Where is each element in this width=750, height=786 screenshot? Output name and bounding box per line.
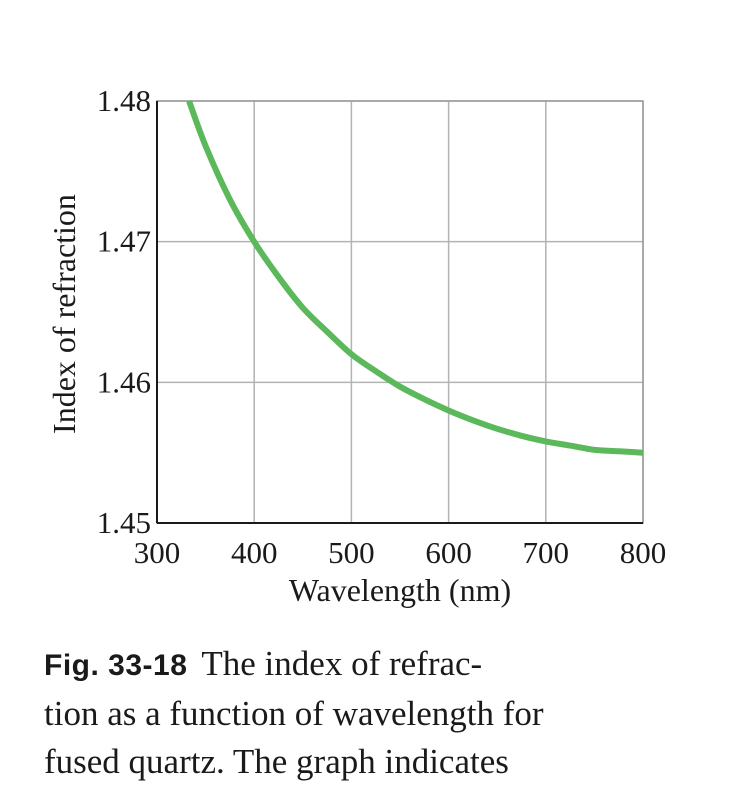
y-tick-label: 1.48 — [97, 83, 151, 118]
series-layer — [186, 99, 644, 456]
x-tick-label: 700 — [523, 535, 570, 570]
series-line — [186, 99, 644, 456]
grid-lines — [156, 100, 644, 524]
x-tick-label: 600 — [425, 535, 472, 570]
y-tick-label: 1.46 — [97, 364, 151, 399]
refraction-chart: 300 400 500 600 700 800 1.45 1.46 1.47 1.48 Wavel… — [46, 83, 667, 608]
y-tick-label: 1.45 — [97, 505, 151, 540]
axes — [156, 101, 643, 524]
figure-label: Fig. 33-18 — [44, 649, 188, 682]
tick-labels: 300 400 500 600 700 800 1.45 1.46 1.47 1.48 — [97, 83, 667, 570]
caption-line-1: Fig. 33-18 The index of refrac- — [44, 640, 664, 690]
x-tick-label: 500 — [328, 535, 375, 570]
x-tick-label: 400 — [231, 535, 278, 570]
caption-text-1: The index of refrac- — [201, 644, 483, 683]
x-tick-label: 300 — [134, 535, 181, 570]
x-axis-title: Wavelength (nm) — [289, 572, 511, 608]
caption-line-2: tion as a function of wavelength for — [44, 694, 544, 733]
y-tick-label: 1.47 — [97, 224, 151, 259]
plot-frame — [156, 100, 644, 524]
x-tick-label: 800 — [620, 535, 667, 570]
figure-caption: Fig. 33-18 The index of refrac- tion as a… — [44, 640, 664, 786]
y-axis-title: Index of refraction — [46, 194, 82, 434]
caption-line-3: fused quartz. The graph indicates — [44, 742, 509, 781]
